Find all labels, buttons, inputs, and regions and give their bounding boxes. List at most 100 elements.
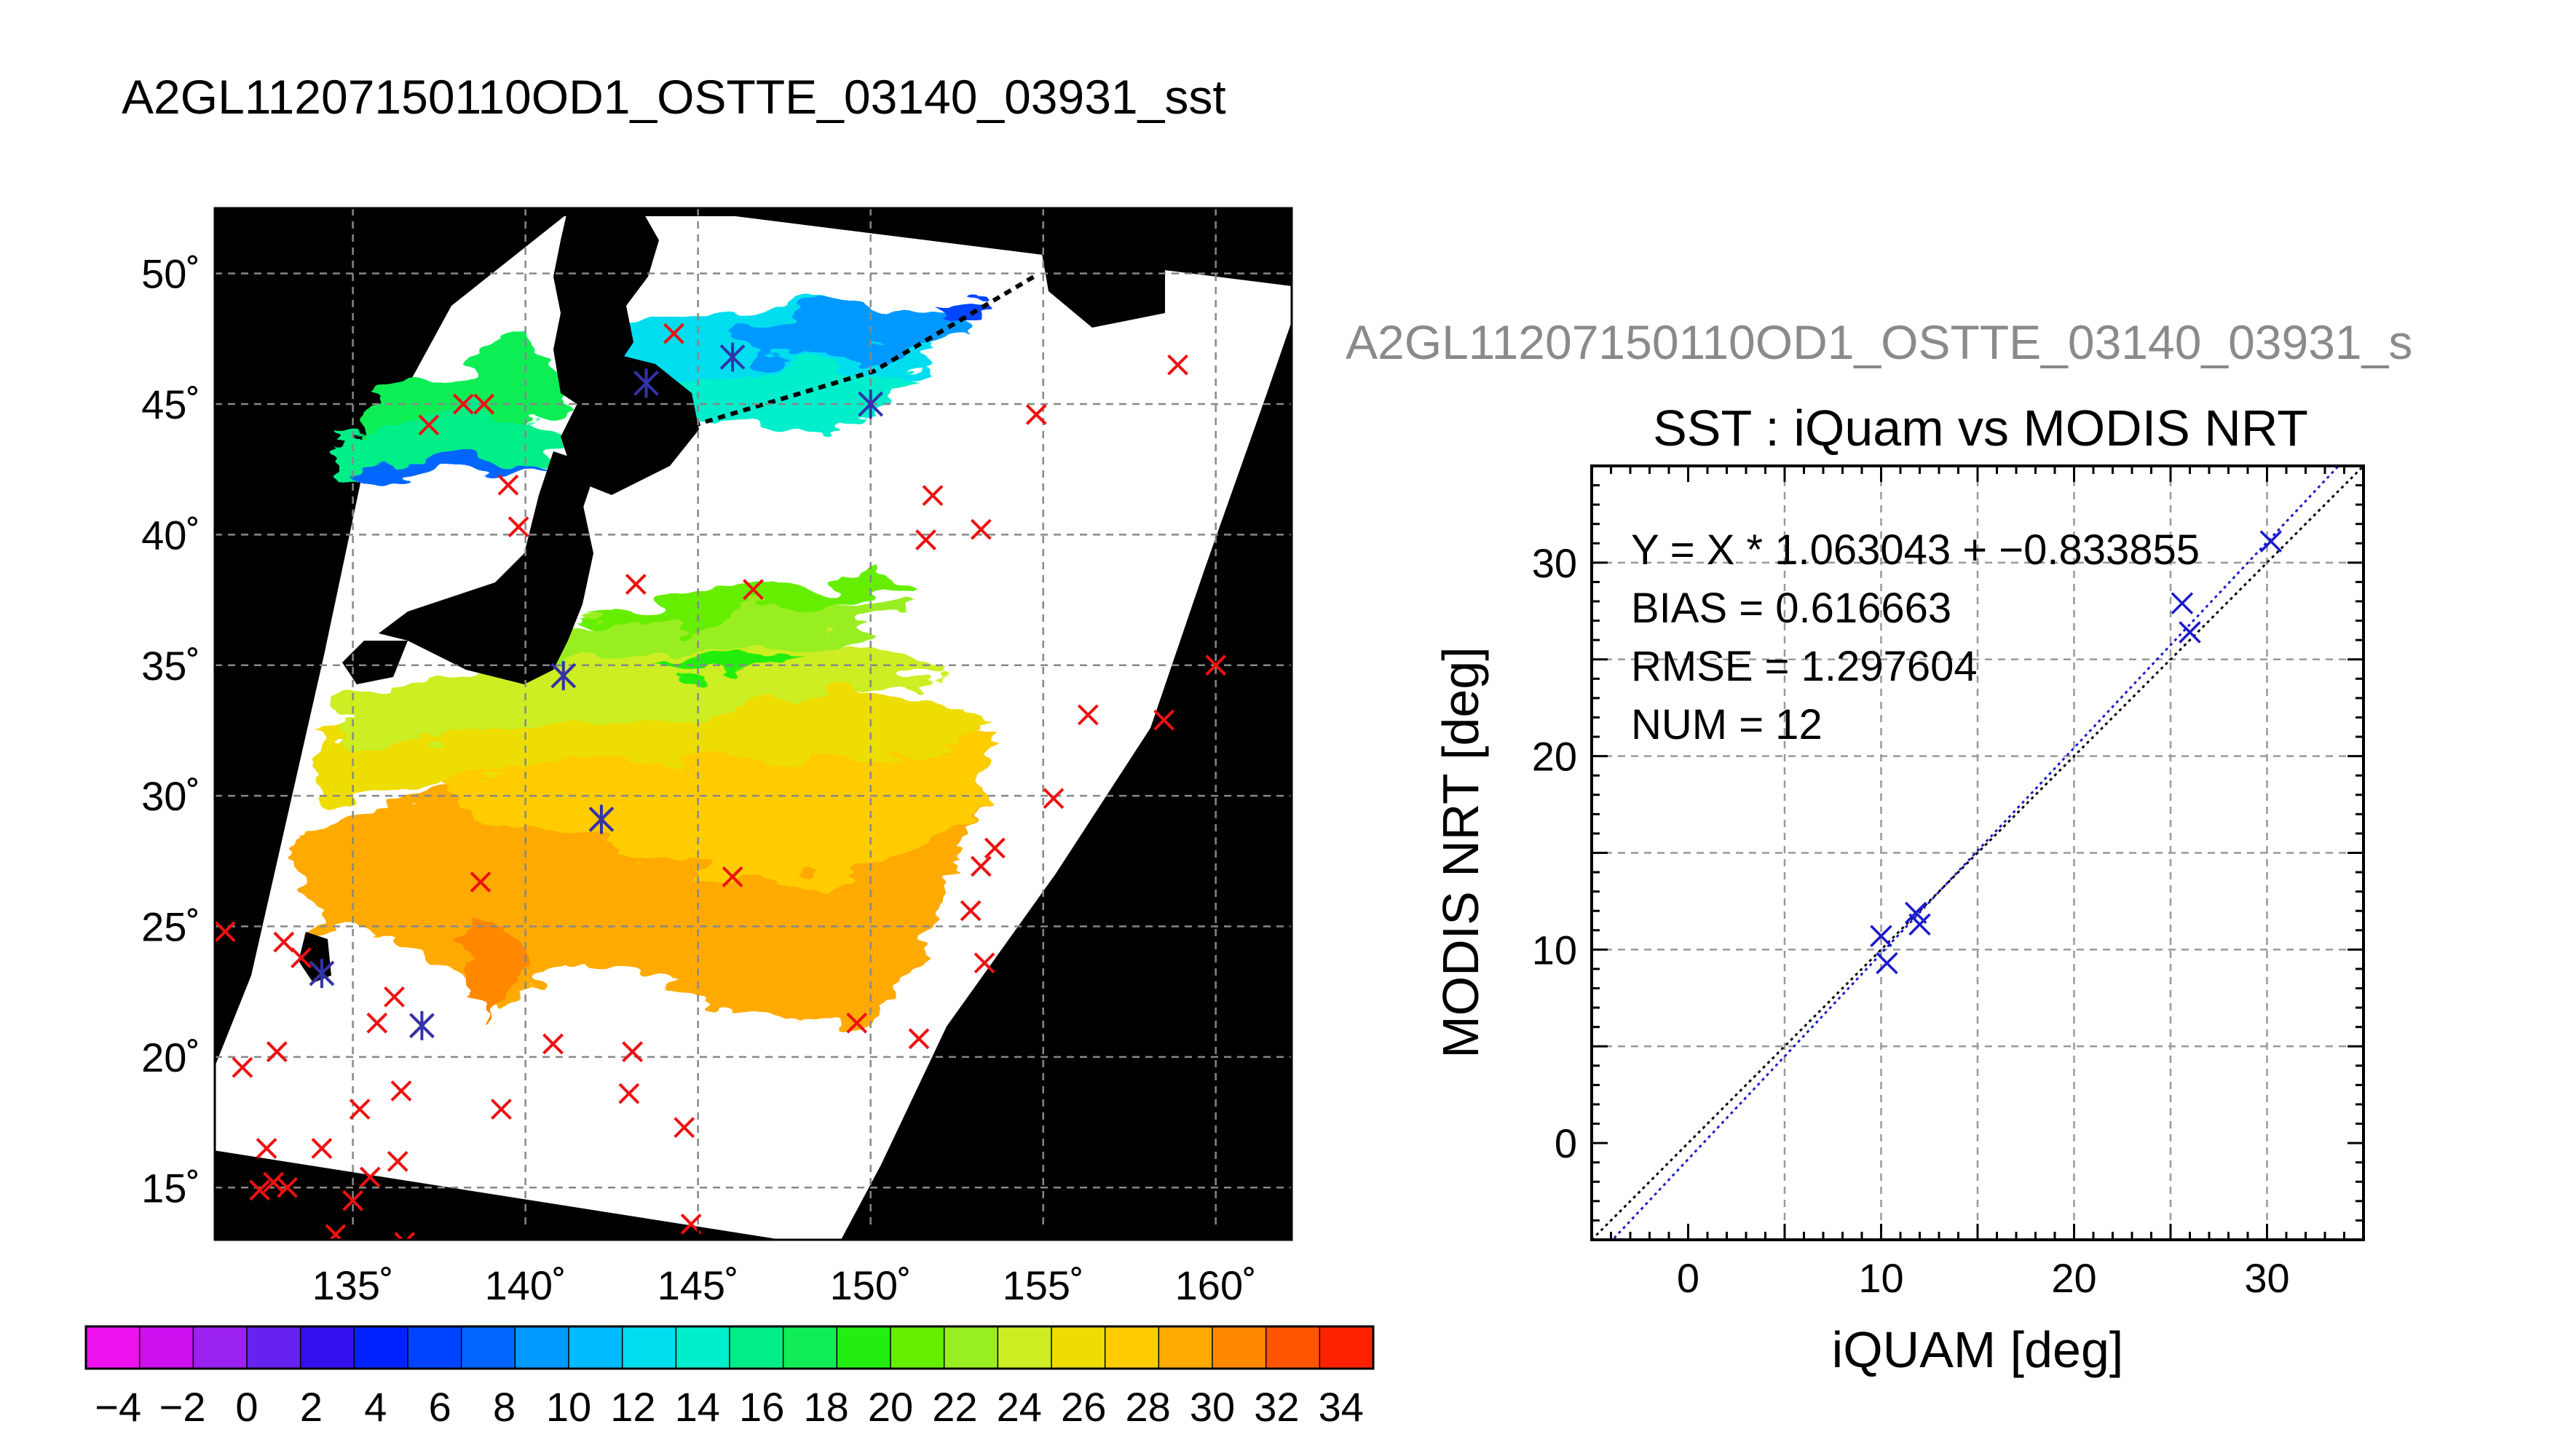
- map-y-tick-label: 15˚: [141, 1165, 200, 1211]
- map-x-tick-label: 145˚: [657, 1262, 739, 1308]
- colorbar-swatch: [247, 1326, 301, 1369]
- scatter-y-tick-label: 0: [1555, 1120, 1577, 1166]
- map-marker-x: [970, 518, 992, 540]
- map-marker-x: [387, 1150, 408, 1172]
- colorbar-tick-label: 30: [1190, 1384, 1235, 1430]
- colorbar-swatch: [354, 1326, 408, 1369]
- colorbar-tick-label: 34: [1319, 1384, 1364, 1430]
- map-marker-star: [309, 959, 335, 989]
- map-y-tick-label: 20˚: [141, 1034, 200, 1080]
- colorbar-tick-label: 18: [803, 1384, 848, 1430]
- map-markers-star: [309, 342, 884, 1040]
- map-frame: [213, 207, 1293, 1241]
- scatter-point: [1870, 925, 1892, 948]
- map-marker-x: [291, 947, 312, 968]
- colorbar-tick-label: 28: [1125, 1384, 1170, 1430]
- map-marker-x: [470, 871, 491, 893]
- map-marker-x: [366, 1012, 388, 1034]
- scatter-x-tick-label: 20: [2051, 1255, 2096, 1301]
- map-marker-x: [1153, 709, 1175, 731]
- map-marker-x: [384, 986, 405, 1008]
- colorbar-swatch: [139, 1326, 194, 1369]
- scatter-annotations: Y = X * 1.063043 + −0.833855 BIAS = 0.616…: [1631, 526, 2200, 748]
- map-y-tick-label: 40˚: [141, 512, 200, 558]
- colorbar-tick-label: 12: [610, 1384, 655, 1430]
- scatter-x-tick-label: 10: [1858, 1255, 1903, 1301]
- scatter-identity-line: [1592, 466, 2364, 1240]
- map-marker-x: [215, 921, 236, 943]
- map-x-tick-label: 140˚: [485, 1262, 566, 1308]
- map-marker-x: [311, 1138, 333, 1159]
- map-marker-x: [618, 1083, 640, 1104]
- map-marker-x: [625, 574, 647, 595]
- map-marker-x: [359, 1166, 381, 1188]
- land-masses: [215, 208, 1165, 983]
- map-marker-x: [491, 1099, 512, 1120]
- map-marker-x: [970, 855, 992, 877]
- map-marker-x: [249, 1179, 271, 1201]
- colorbar-tick-label: −2: [159, 1384, 206, 1430]
- map-marker-x: [325, 1224, 347, 1240]
- colorbar-swatch: [1265, 1326, 1320, 1369]
- map-marker-star: [588, 804, 615, 834]
- map-marker-star: [550, 661, 577, 691]
- scatter-fit-lines: [1592, 466, 2364, 1240]
- colorbar-swatch: [515, 1326, 569, 1369]
- scatter-annotation: NUM = 12: [1631, 701, 1823, 748]
- map-marker-x: [497, 474, 519, 496]
- map-marker-x: [1077, 704, 1099, 726]
- scatter-point: [1904, 901, 1927, 925]
- scatter-axes: 0 10 20 30 0 10 20 30: [1532, 464, 2365, 1301]
- map-marker-x: [622, 1041, 644, 1063]
- colorbar-swatch: [676, 1326, 730, 1369]
- colorbar-swatch: [1212, 1326, 1267, 1369]
- map-marker-x: [266, 1041, 288, 1063]
- colorbar-tick-label: 0: [235, 1384, 258, 1430]
- map-marker-x: [273, 931, 295, 953]
- colorbar-swatch: [300, 1326, 355, 1369]
- map-marker-x: [342, 1190, 364, 1211]
- colorbar-tick-label: 24: [997, 1384, 1042, 1430]
- map-marker-x: [743, 579, 764, 601]
- map-marker-x: [922, 485, 944, 507]
- map-y-tick-label: 35˚: [141, 643, 200, 689]
- colorbar-tick-label: 32: [1254, 1384, 1299, 1430]
- map-marker-x: [542, 1033, 564, 1055]
- map-marker-x: [452, 393, 474, 415]
- scatter-regression-line: [1611, 466, 2340, 1240]
- map-marker-x: [394, 1232, 416, 1240]
- colorbar-tick-label: −4: [95, 1384, 141, 1430]
- map-marker-x: [277, 1176, 298, 1198]
- colorbar-tick-label: 4: [364, 1384, 387, 1430]
- colorbar-swatch: [1158, 1326, 1213, 1369]
- scatter-point: [1876, 951, 1898, 975]
- main-title: A2GL11207150110OD1_OSTTE_03140_03931_sst: [122, 70, 1226, 124]
- colorbar-swatch: [86, 1326, 141, 1369]
- swath-gap: [655, 274, 1035, 439]
- colorbar-swatch: [783, 1326, 837, 1369]
- map-marker-x: [418, 414, 440, 436]
- colorbar-swatch: [193, 1326, 248, 1369]
- scatter-point: [1908, 913, 1931, 936]
- colorbar-swatch: [891, 1326, 945, 1369]
- map-marker-star: [409, 1010, 435, 1040]
- map-marker-x: [908, 1028, 930, 1050]
- map-x-tick-label: 150˚: [830, 1262, 912, 1308]
- scatter-annotation: Y = X * 1.063043 + −0.833855: [1631, 526, 2200, 574]
- colorbar-swatch: [569, 1326, 623, 1369]
- map-marker-x: [473, 393, 495, 415]
- scatter-point: [2179, 621, 2201, 644]
- map-marker-x: [508, 516, 529, 538]
- scatter-x-axis-label: iQUAM [deg]: [1832, 1321, 2124, 1378]
- colorbar-tick-label: 16: [739, 1384, 784, 1430]
- scatter-x-tick-label: 30: [2244, 1255, 2289, 1301]
- map-marker-x: [974, 952, 995, 974]
- scatter-x-tick-label: 0: [1677, 1255, 1699, 1301]
- colorbar-swatch: [1051, 1326, 1106, 1369]
- scatter-annotation: RMSE = 1.297604: [1631, 643, 1978, 690]
- colorbar-swatch: [1319, 1326, 1374, 1369]
- map-marker-x: [390, 1080, 412, 1101]
- map-marker-x: [263, 1171, 285, 1193]
